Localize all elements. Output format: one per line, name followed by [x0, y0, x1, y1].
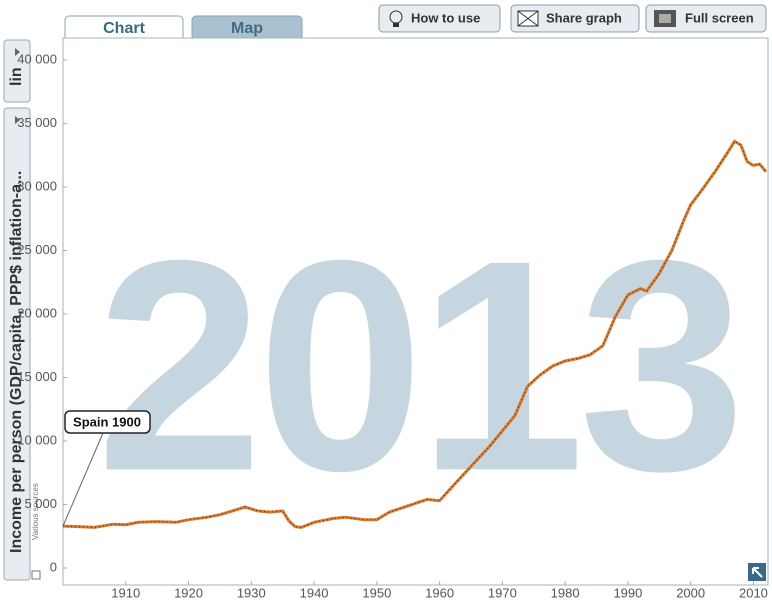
annotation-label: Spain 1900 [73, 414, 141, 429]
scale-selector[interactable] [3, 39, 31, 103]
annotation-box [64, 410, 151, 434]
x-tick-label: 1930 [237, 585, 266, 600]
y-tick-label: 10 000 [17, 432, 57, 447]
y-tick-label: 25 000 [17, 242, 57, 257]
table-icon [31, 570, 41, 580]
y-indicator-selector[interactable] [3, 107, 31, 581]
y-selector-arrow [15, 116, 20, 124]
y-axis-label[interactable]: Income per person (GDP/capita, PPP$ infl… [8, 171, 25, 553]
x-tick-label: 1950 [362, 585, 391, 600]
data-line-dots [62, 140, 767, 529]
bulb-base [393, 23, 399, 27]
x-tick-label: 1960 [425, 585, 454, 600]
annotation-leader [62, 432, 104, 527]
share-graph-label[interactable]: Share graph [546, 10, 622, 25]
scale-selector-label[interactable]: lin [8, 67, 25, 86]
y-tick-label: 5 000 [24, 496, 57, 511]
y-tick-label: 15 000 [17, 369, 57, 384]
y-tick-label: 30 000 [17, 178, 57, 193]
y-tick-label: 35 000 [17, 115, 57, 130]
x-tick-label: 1920 [174, 585, 203, 600]
share-graph-button[interactable] [510, 4, 640, 33]
scale-arrow [15, 48, 20, 56]
fullscreen-icon-inner [659, 14, 671, 23]
zoom-arrow [752, 567, 763, 578]
how-to-use-label[interactable]: How to use [411, 10, 480, 25]
x-tick-label: 2010 [739, 585, 768, 600]
y-tick-label: 40 000 [17, 51, 57, 66]
source-note: Various sources [31, 483, 40, 540]
mail-icon-lines [517, 10, 539, 27]
chart-tab-label[interactable]: Chart [103, 20, 145, 37]
map-tab-label[interactable]: Map [231, 20, 263, 37]
how-to-use-button[interactable] [378, 4, 501, 33]
plot: 2013 0 5 000 10 000 15 000 20 000 25 000 30 000… [17, 51, 768, 600]
x-tick-label: 1910 [111, 585, 140, 600]
y-tick-label: 20 000 [17, 305, 57, 320]
x-tick-label: 1940 [300, 585, 329, 600]
plot-area [62, 37, 769, 586]
x-tick-label: 2000 [676, 585, 705, 600]
y-tick-label: 0 [50, 559, 57, 574]
x-tick-label: 1970 [488, 585, 517, 600]
full-screen-label[interactable]: Full screen [685, 10, 754, 25]
x-tick-label: 1980 [551, 585, 580, 600]
x-tick-label: 1990 [613, 585, 642, 600]
year-watermark: 2013 [96, 197, 739, 533]
